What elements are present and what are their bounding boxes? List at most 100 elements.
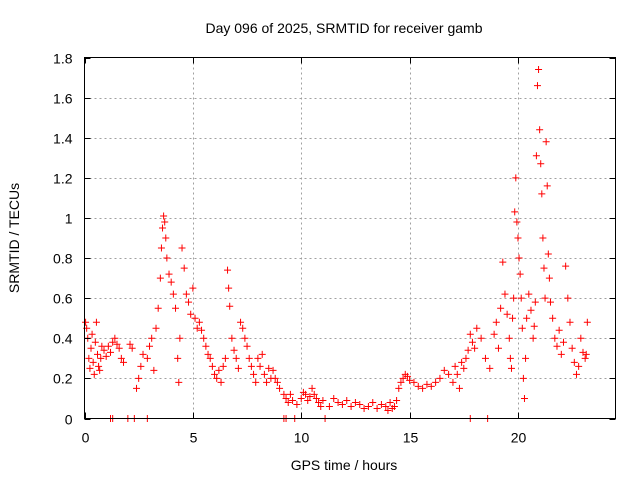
data-point — [148, 334, 156, 342]
x-axis-label: GPS time / hours — [291, 457, 398, 473]
data-point — [549, 314, 557, 322]
data-point — [468, 338, 476, 346]
data-point — [237, 318, 245, 326]
data-point — [543, 182, 551, 190]
data-point — [91, 338, 99, 346]
data-point — [334, 398, 342, 406]
data-point — [217, 378, 225, 386]
y-tick-label: 1.2 — [53, 171, 73, 187]
data-point — [511, 208, 519, 216]
data-point — [536, 126, 544, 134]
data-point — [568, 344, 576, 352]
data-point — [564, 294, 572, 302]
data-point — [195, 318, 203, 326]
data-point — [399, 374, 407, 382]
data-point — [453, 370, 461, 378]
data-point — [163, 254, 171, 262]
data-point — [546, 298, 554, 306]
data-point — [532, 152, 540, 160]
data-point — [364, 402, 372, 410]
data-point — [178, 244, 186, 252]
data-point — [234, 364, 242, 372]
data-point — [516, 270, 524, 278]
data-point — [97, 354, 105, 362]
data-point — [258, 350, 266, 358]
data-point — [185, 298, 193, 306]
data-point — [515, 254, 523, 262]
data-point — [280, 390, 288, 398]
plot-frame — [84, 57, 616, 419]
data-point — [160, 212, 168, 220]
data-point — [540, 264, 548, 272]
x-tick-label: 0 — [82, 430, 90, 446]
data-point — [510, 294, 518, 302]
data-point — [86, 364, 94, 372]
data-point — [165, 270, 173, 278]
data-point — [143, 354, 151, 362]
data-point — [455, 384, 463, 392]
data-point — [312, 394, 320, 402]
data-point — [221, 354, 229, 362]
data-point — [356, 400, 364, 408]
data-point — [559, 338, 567, 346]
data-point — [529, 334, 537, 342]
data-point — [104, 342, 112, 350]
data-point — [522, 354, 530, 362]
data-point — [128, 344, 136, 352]
data-point — [193, 324, 201, 332]
data-point — [88, 330, 96, 338]
data-point — [535, 66, 543, 74]
data-point — [156, 274, 164, 282]
data-point — [263, 378, 271, 386]
data-point — [410, 378, 418, 386]
data-point — [224, 266, 232, 274]
data-point — [390, 402, 398, 410]
data-point — [211, 370, 219, 378]
data-point — [175, 378, 183, 386]
data-point — [490, 330, 498, 338]
data-point — [187, 310, 195, 318]
data-point — [154, 304, 162, 312]
data-points — [82, 66, 591, 422]
y-axis-label: SRMTID / TECUs — [6, 183, 22, 293]
data-point — [139, 350, 147, 358]
data-point — [176, 334, 184, 342]
data-point — [462, 354, 470, 362]
data-point — [152, 324, 160, 332]
data-point — [537, 160, 545, 168]
data-point — [423, 380, 431, 388]
data-point — [572, 370, 580, 378]
data-point — [494, 344, 502, 352]
data-point — [436, 374, 444, 382]
data-point — [120, 358, 128, 366]
data-point — [245, 354, 253, 362]
data-point — [133, 384, 141, 392]
y-tick-label: 0 — [65, 412, 73, 428]
data-point — [172, 304, 180, 312]
data-point — [518, 324, 526, 332]
data-point — [432, 378, 440, 386]
data-point — [330, 394, 338, 402]
data-point — [167, 278, 175, 286]
data-point — [527, 306, 535, 314]
data-point — [98, 342, 106, 350]
y-tick-label: 1.4 — [53, 131, 73, 147]
data-point — [247, 362, 255, 370]
data-point — [191, 314, 199, 322]
data-point — [111, 334, 119, 342]
data-point — [180, 264, 188, 272]
data-point — [243, 342, 251, 350]
data-point — [403, 372, 411, 380]
data-point — [302, 390, 310, 398]
data-point — [87, 344, 95, 352]
data-point — [146, 342, 154, 350]
data-point — [551, 334, 559, 342]
y-tick-label: 1.8 — [53, 51, 73, 67]
data-point — [449, 378, 457, 386]
data-point — [308, 384, 316, 392]
data-point — [89, 358, 97, 366]
data-point — [276, 384, 284, 392]
data-point — [202, 342, 210, 350]
data-point — [343, 396, 351, 404]
